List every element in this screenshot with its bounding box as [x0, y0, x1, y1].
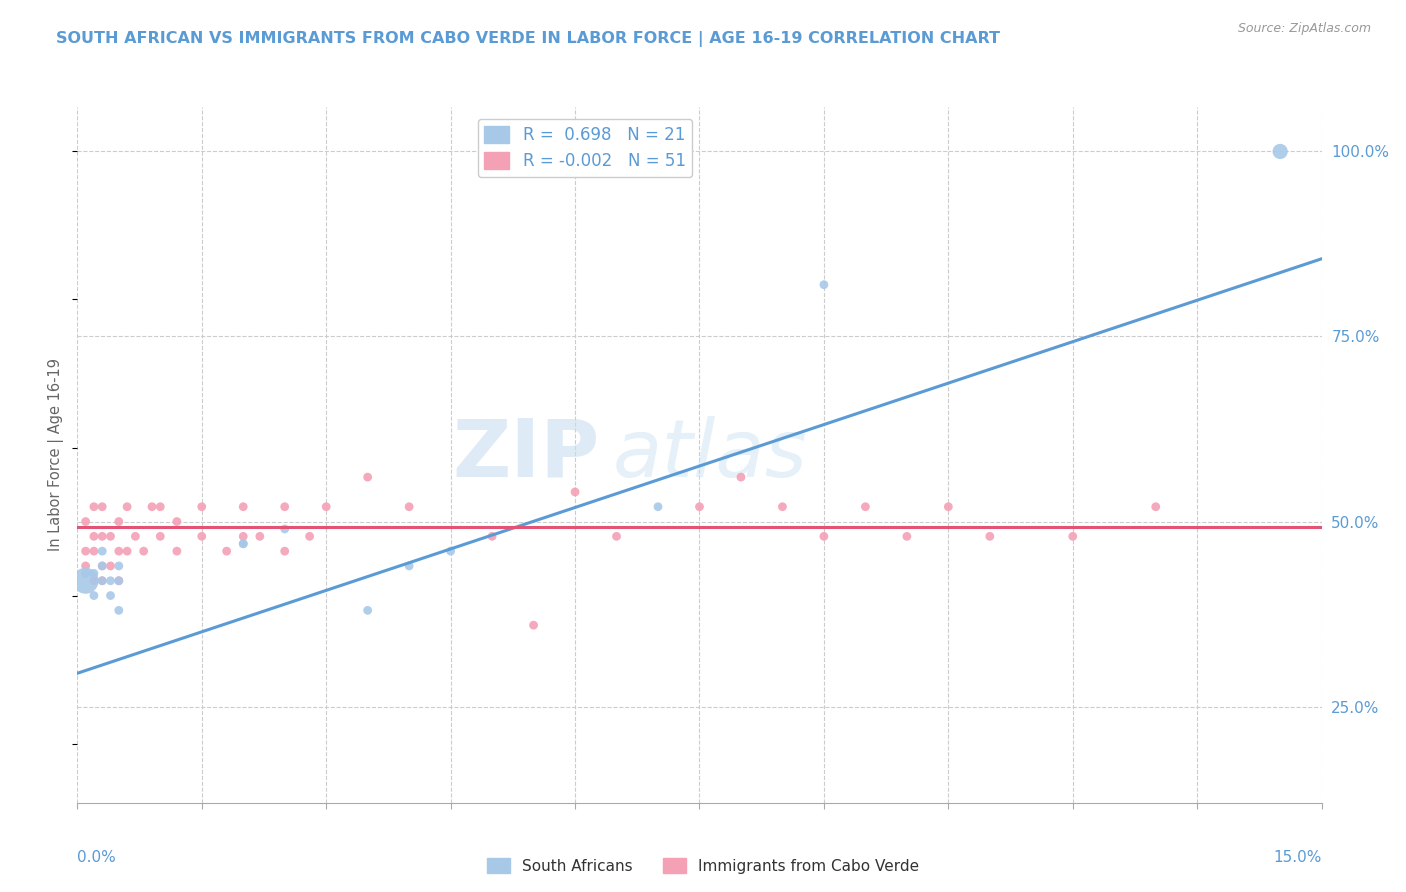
Point: [855, 500, 877, 514]
Point: [100, 589, 122, 603]
Point: [689, 500, 711, 514]
Point: [141, 500, 163, 514]
Text: ZIP: ZIP: [453, 416, 600, 494]
Point: [108, 574, 131, 588]
Point: [91, 529, 114, 543]
Point: [149, 529, 172, 543]
Point: [1144, 500, 1167, 514]
Point: [75, 566, 97, 581]
Point: [166, 544, 188, 558]
Point: [166, 515, 188, 529]
Point: [232, 537, 254, 551]
Point: [108, 515, 131, 529]
Point: [274, 500, 297, 514]
Point: [149, 500, 172, 514]
Text: 0.0%: 0.0%: [77, 850, 117, 865]
Point: [83, 566, 105, 581]
Point: [100, 529, 122, 543]
Point: [91, 558, 114, 573]
Point: [1062, 529, 1084, 543]
Point: [315, 500, 337, 514]
Point: [232, 500, 254, 514]
Text: 15.0%: 15.0%: [1274, 850, 1322, 865]
Point: [298, 529, 321, 543]
Point: [108, 574, 131, 588]
Point: [83, 529, 105, 543]
Point: [398, 558, 420, 573]
Point: [75, 544, 97, 558]
Point: [813, 277, 835, 292]
Text: Source: ZipAtlas.com: Source: ZipAtlas.com: [1237, 22, 1371, 36]
Point: [730, 470, 752, 484]
Point: [357, 470, 380, 484]
Point: [83, 544, 105, 558]
Point: [191, 529, 214, 543]
Y-axis label: In Labor Force | Age 16-19: In Labor Force | Age 16-19: [48, 359, 65, 551]
Point: [91, 500, 114, 514]
Point: [91, 544, 114, 558]
Point: [108, 603, 131, 617]
Point: [115, 544, 138, 558]
Point: [91, 574, 114, 588]
Point: [647, 500, 669, 514]
Point: [1270, 145, 1292, 159]
Point: [75, 574, 97, 588]
Point: [108, 544, 131, 558]
Point: [108, 558, 131, 573]
Point: [896, 529, 918, 543]
Point: [115, 500, 138, 514]
Text: atlas: atlas: [613, 416, 807, 494]
Point: [91, 574, 114, 588]
Point: [83, 589, 105, 603]
Point: [83, 574, 105, 588]
Point: [772, 500, 794, 514]
Point: [523, 618, 546, 632]
Legend: R =  0.698   N = 21, R = -0.002   N = 51: R = 0.698 N = 21, R = -0.002 N = 51: [478, 119, 692, 177]
Point: [564, 484, 586, 499]
Point: [232, 529, 254, 543]
Point: [132, 544, 155, 558]
Point: [232, 537, 254, 551]
Point: [75, 515, 97, 529]
Point: [100, 574, 122, 588]
Point: [440, 544, 463, 558]
Point: [215, 544, 238, 558]
Legend: South Africans, Immigrants from Cabo Verde: South Africans, Immigrants from Cabo Ver…: [481, 852, 925, 880]
Point: [357, 603, 380, 617]
Point: [83, 500, 105, 514]
Point: [249, 529, 271, 543]
Point: [606, 529, 628, 543]
Text: SOUTH AFRICAN VS IMMIGRANTS FROM CABO VERDE IN LABOR FORCE | AGE 16-19 CORRELATI: SOUTH AFRICAN VS IMMIGRANTS FROM CABO VE…: [56, 31, 1000, 47]
Point: [938, 500, 960, 514]
Point: [274, 522, 297, 536]
Point: [191, 500, 214, 514]
Point: [124, 529, 146, 543]
Point: [75, 558, 97, 573]
Point: [91, 558, 114, 573]
Point: [398, 500, 420, 514]
Point: [979, 529, 1001, 543]
Point: [813, 529, 835, 543]
Point: [274, 544, 297, 558]
Point: [100, 558, 122, 573]
Point: [481, 529, 503, 543]
